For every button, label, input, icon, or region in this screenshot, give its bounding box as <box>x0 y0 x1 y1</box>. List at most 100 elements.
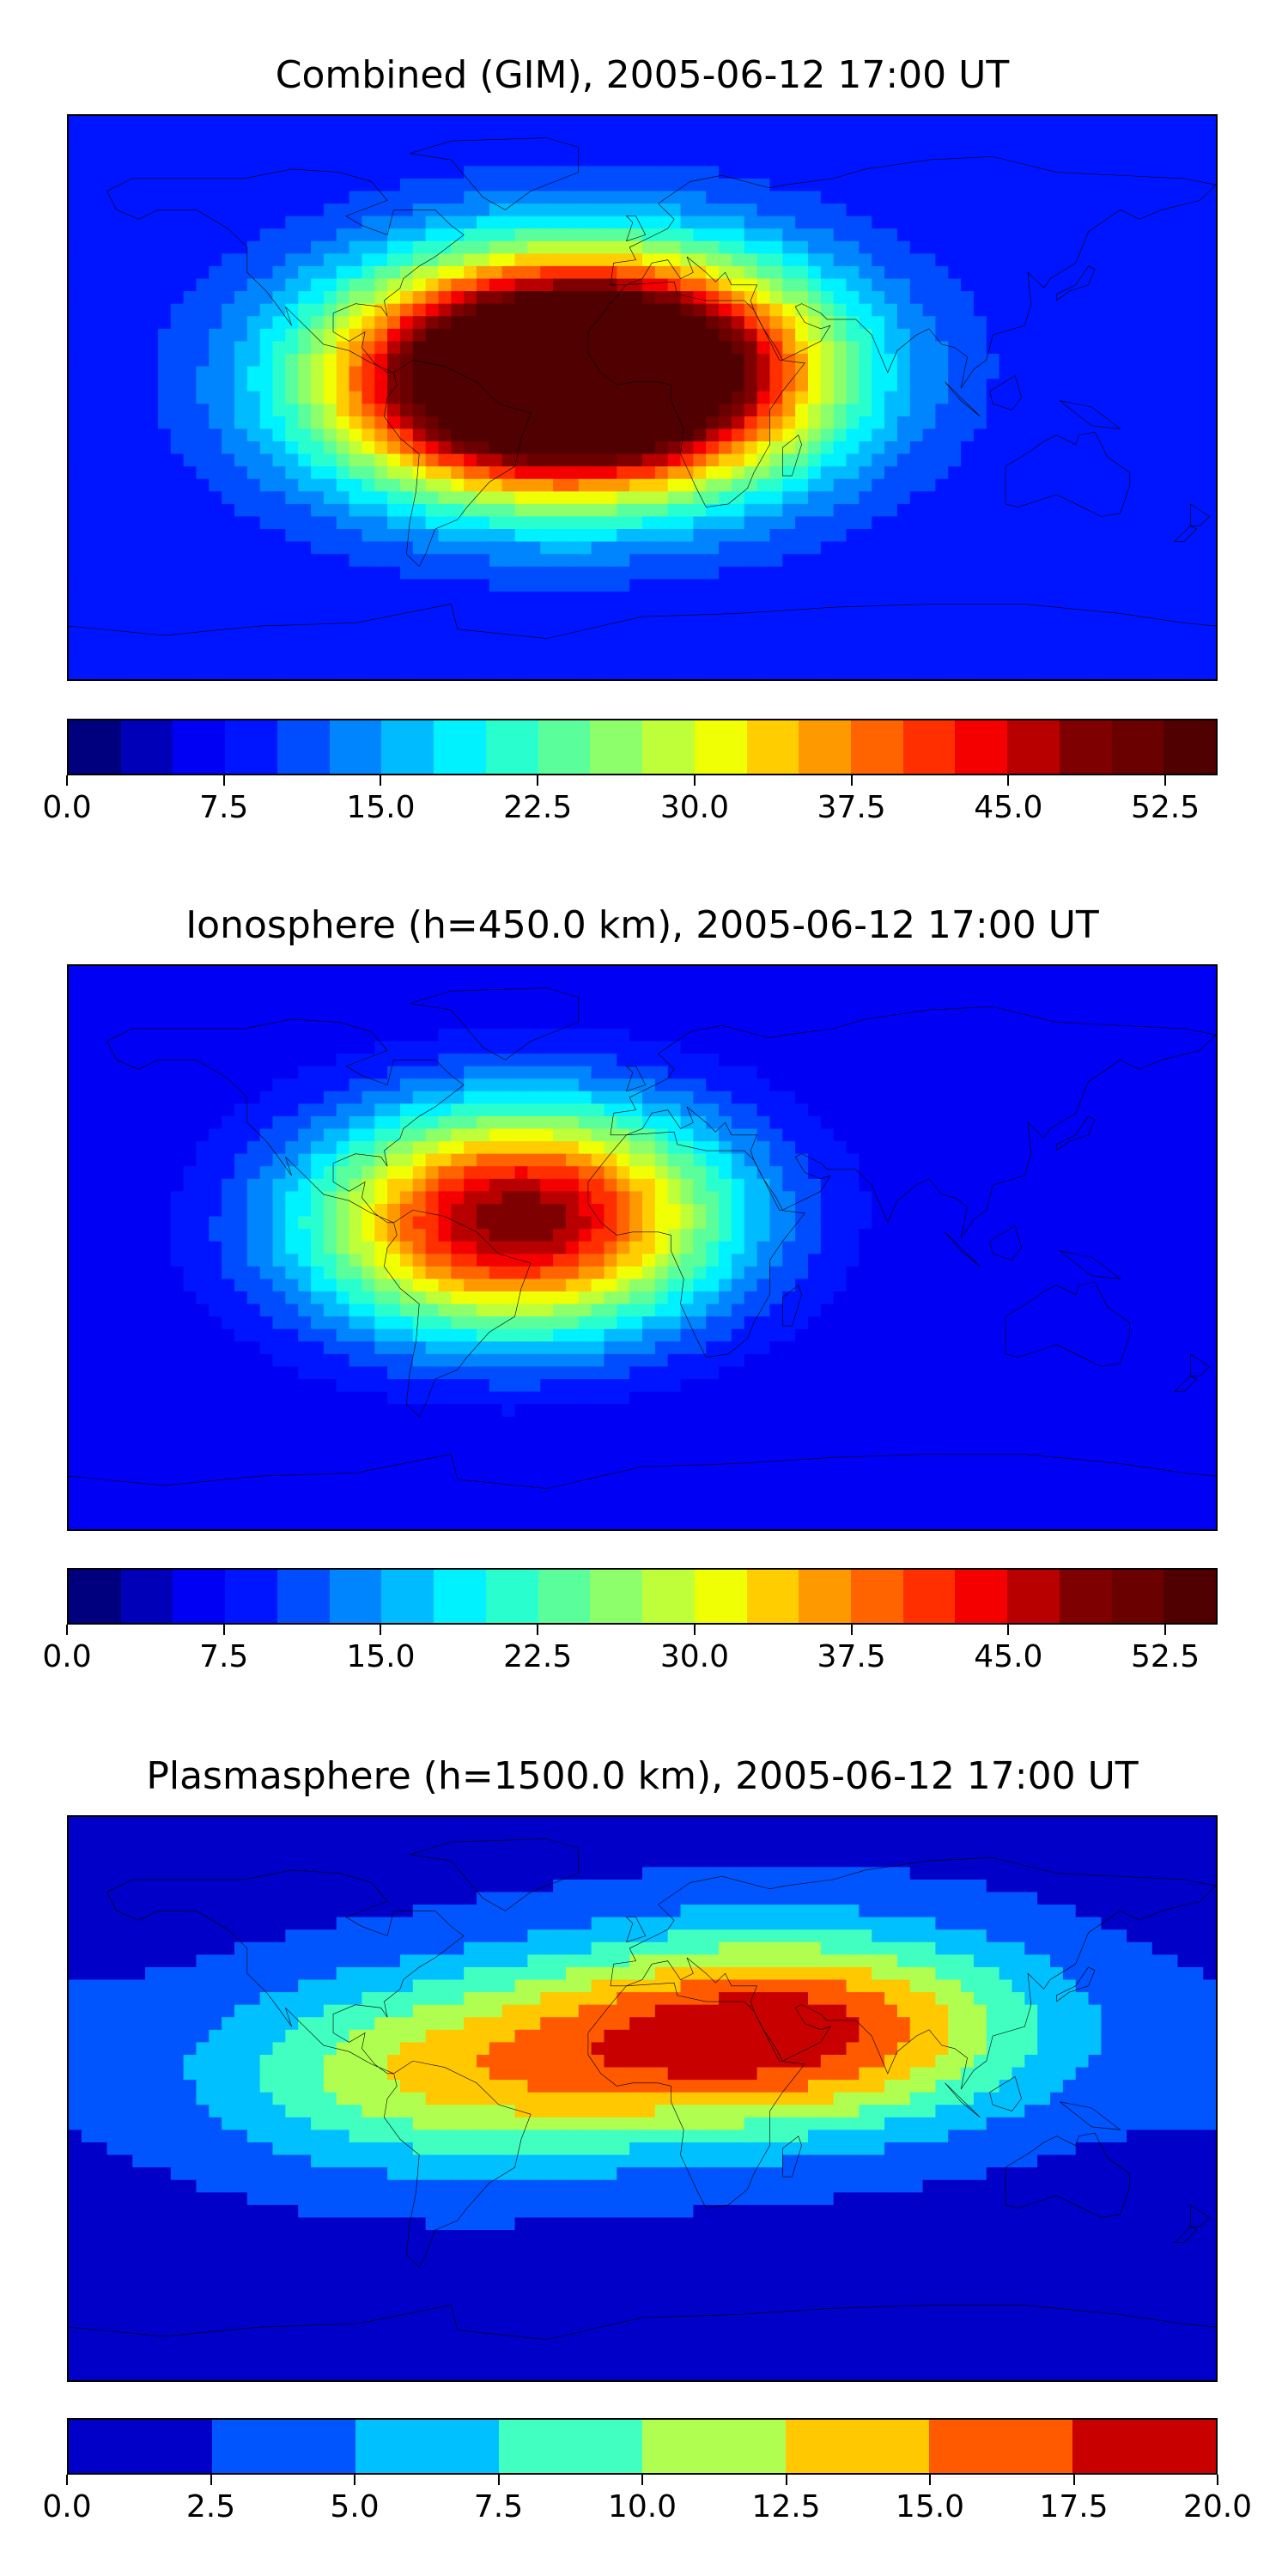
heatmap-cell <box>654 566 669 580</box>
heatmap-cell <box>565 316 580 330</box>
heatmap-cell <box>986 503 1000 518</box>
heatmap-cell <box>425 1054 440 1067</box>
heatmap-cell <box>1037 1054 1052 1067</box>
heatmap-cell <box>1190 141 1205 155</box>
heatmap-cell <box>604 391 618 405</box>
heatmap-cell <box>323 191 337 205</box>
heatmap-cell <box>629 653 644 668</box>
heatmap-cell <box>935 516 950 531</box>
heatmap-cell <box>948 666 963 679</box>
heatmap-cell <box>349 591 363 605</box>
heatmap-cell <box>591 141 605 155</box>
heatmap-cell <box>438 529 453 543</box>
heatmap-cell <box>1024 991 1039 1005</box>
heatmap-cell <box>693 554 708 568</box>
heatmap-cell <box>617 291 631 305</box>
heatmap-cell <box>285 404 300 417</box>
heatmap-cell <box>145 978 160 993</box>
heatmap-cell <box>1075 191 1090 205</box>
heatmap-cell <box>756 617 771 630</box>
heatmap-cell <box>1190 204 1205 217</box>
heatmap-cell <box>565 591 580 605</box>
heatmap-cell <box>412 216 427 230</box>
heatmap-cell <box>795 391 810 405</box>
heatmap-cell <box>1114 253 1128 268</box>
heatmap-cell <box>477 228 490 242</box>
heatmap-cell <box>756 1041 771 1055</box>
heatmap-cell <box>1012 379 1026 392</box>
heatmap-cell <box>1151 391 1166 405</box>
heatmap-cell <box>642 1066 656 1080</box>
heatmap-cell <box>1075 966 1090 980</box>
heatmap-cell <box>527 978 542 993</box>
heatmap-cell <box>935 341 950 355</box>
heatmap-cell <box>196 1028 210 1042</box>
heatmap-cell <box>553 278 568 293</box>
heatmap-cell <box>617 204 631 217</box>
heatmap-cell <box>693 391 708 405</box>
heatmap-cell <box>604 978 618 993</box>
heatmap-cell <box>1101 516 1115 531</box>
heatmap-cell <box>540 1078 555 1092</box>
heatmap-cell <box>209 641 223 655</box>
heatmap-cell <box>540 541 555 556</box>
heatmap-cell <box>1114 541 1128 556</box>
heatmap-cell <box>1139 629 1153 643</box>
heatmap-cell <box>706 466 720 480</box>
heatmap-cell <box>604 166 618 179</box>
heatmap-cell <box>157 491 172 506</box>
heatmap-cell <box>909 1054 924 1067</box>
heatmap-cell <box>756 291 771 305</box>
heatmap-cell <box>477 116 490 130</box>
heatmap-cell <box>196 116 210 130</box>
heatmap-ionosphere <box>69 966 1216 1529</box>
heatmap-cell <box>820 240 835 255</box>
heatmap-cell <box>820 991 835 1005</box>
heatmap-cell <box>170 1041 185 1055</box>
heatmap-cell <box>234 666 248 679</box>
heatmap-cell <box>272 478 287 493</box>
heatmap-cell <box>374 253 389 268</box>
heatmap-cell <box>604 604 618 618</box>
heatmap-cell <box>425 278 440 293</box>
heatmap-cell <box>833 204 848 217</box>
heatmap-cell <box>719 153 733 167</box>
heatmap-cell <box>323 978 337 993</box>
heatmap-cell <box>795 428 810 443</box>
heatmap-cell <box>489 666 503 679</box>
heatmap-cell <box>654 1041 669 1055</box>
heatmap-cell <box>285 441 300 455</box>
heatmap-cell <box>145 453 160 468</box>
heatmap-cell <box>1062 178 1077 192</box>
heatmap-cell <box>1024 128 1039 143</box>
heatmap-cell <box>489 428 503 443</box>
heatmap-cell <box>986 379 1000 392</box>
heatmap-cell <box>973 240 987 255</box>
heatmap-cell <box>1075 466 1090 480</box>
heatmap-cell <box>209 341 223 355</box>
heatmap-cell <box>222 554 236 568</box>
heatmap-cell <box>514 604 529 618</box>
heatmap-cell <box>719 566 733 580</box>
heatmap-cell <box>999 591 1013 605</box>
heatmap-cell <box>132 503 147 518</box>
heatmap-cell <box>170 391 185 405</box>
heatmap-cell <box>693 265 708 280</box>
heatmap-cell <box>948 554 963 568</box>
heatmap-cell <box>170 291 185 305</box>
heatmap-cell <box>514 554 529 568</box>
heatmap-cell <box>884 1078 899 1092</box>
heatmap-cell <box>667 966 682 980</box>
heatmap-cell <box>196 391 210 405</box>
heatmap-cell <box>477 978 490 993</box>
heatmap-cell <box>259 653 274 668</box>
heatmap-cell <box>719 404 733 417</box>
heatmap-cell <box>935 966 950 980</box>
heatmap-cell <box>909 604 924 618</box>
heatmap-cell <box>272 516 287 531</box>
heatmap-cell <box>553 141 568 155</box>
heatmap-cell <box>999 491 1013 506</box>
heatmap-cell <box>859 641 873 655</box>
heatmap-cell <box>642 366 656 380</box>
heatmap-cell <box>311 240 325 255</box>
